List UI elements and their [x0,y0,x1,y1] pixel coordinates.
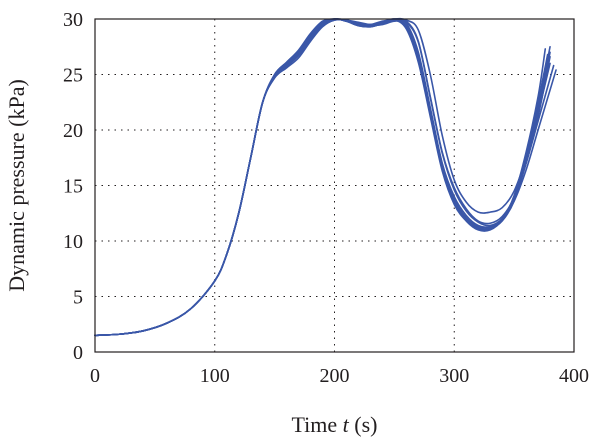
y-tick-label: 5 [73,287,83,309]
x-tick-label: 100 [200,365,230,387]
x-axis-label: Time t (s) [292,412,378,437]
x-tick-label: 0 [90,365,100,387]
series-line-4 [94,18,555,337]
series-group [94,17,557,337]
series-line-2 [94,18,551,337]
series-line-1 [94,18,551,337]
x-tick-label: 400 [559,365,589,387]
y-tick-label: 15 [63,176,83,198]
y-axis-label: Dynamic pressure (kPa) [4,79,29,292]
series-line-5 [94,18,557,337]
x-tick-label: 300 [439,365,469,387]
y-tick-label: 30 [63,9,83,31]
series-line-6 [94,18,549,337]
y-tick-label: 10 [63,231,83,253]
series-line-7 [94,17,551,337]
plot-frame [94,18,575,353]
series-line-3 [94,18,551,337]
x-tick-labels: 0 100 200 300 400 [90,365,589,387]
y-tick-label: 20 [63,120,83,142]
y-tick-label: 0 [73,342,83,364]
y-tick-labels: 0 5 10 15 20 25 30 [63,9,83,364]
series-line-8 [94,18,547,337]
grid-lines [95,19,574,352]
x-tick-label: 200 [320,365,350,387]
y-tick-label: 25 [63,65,83,87]
